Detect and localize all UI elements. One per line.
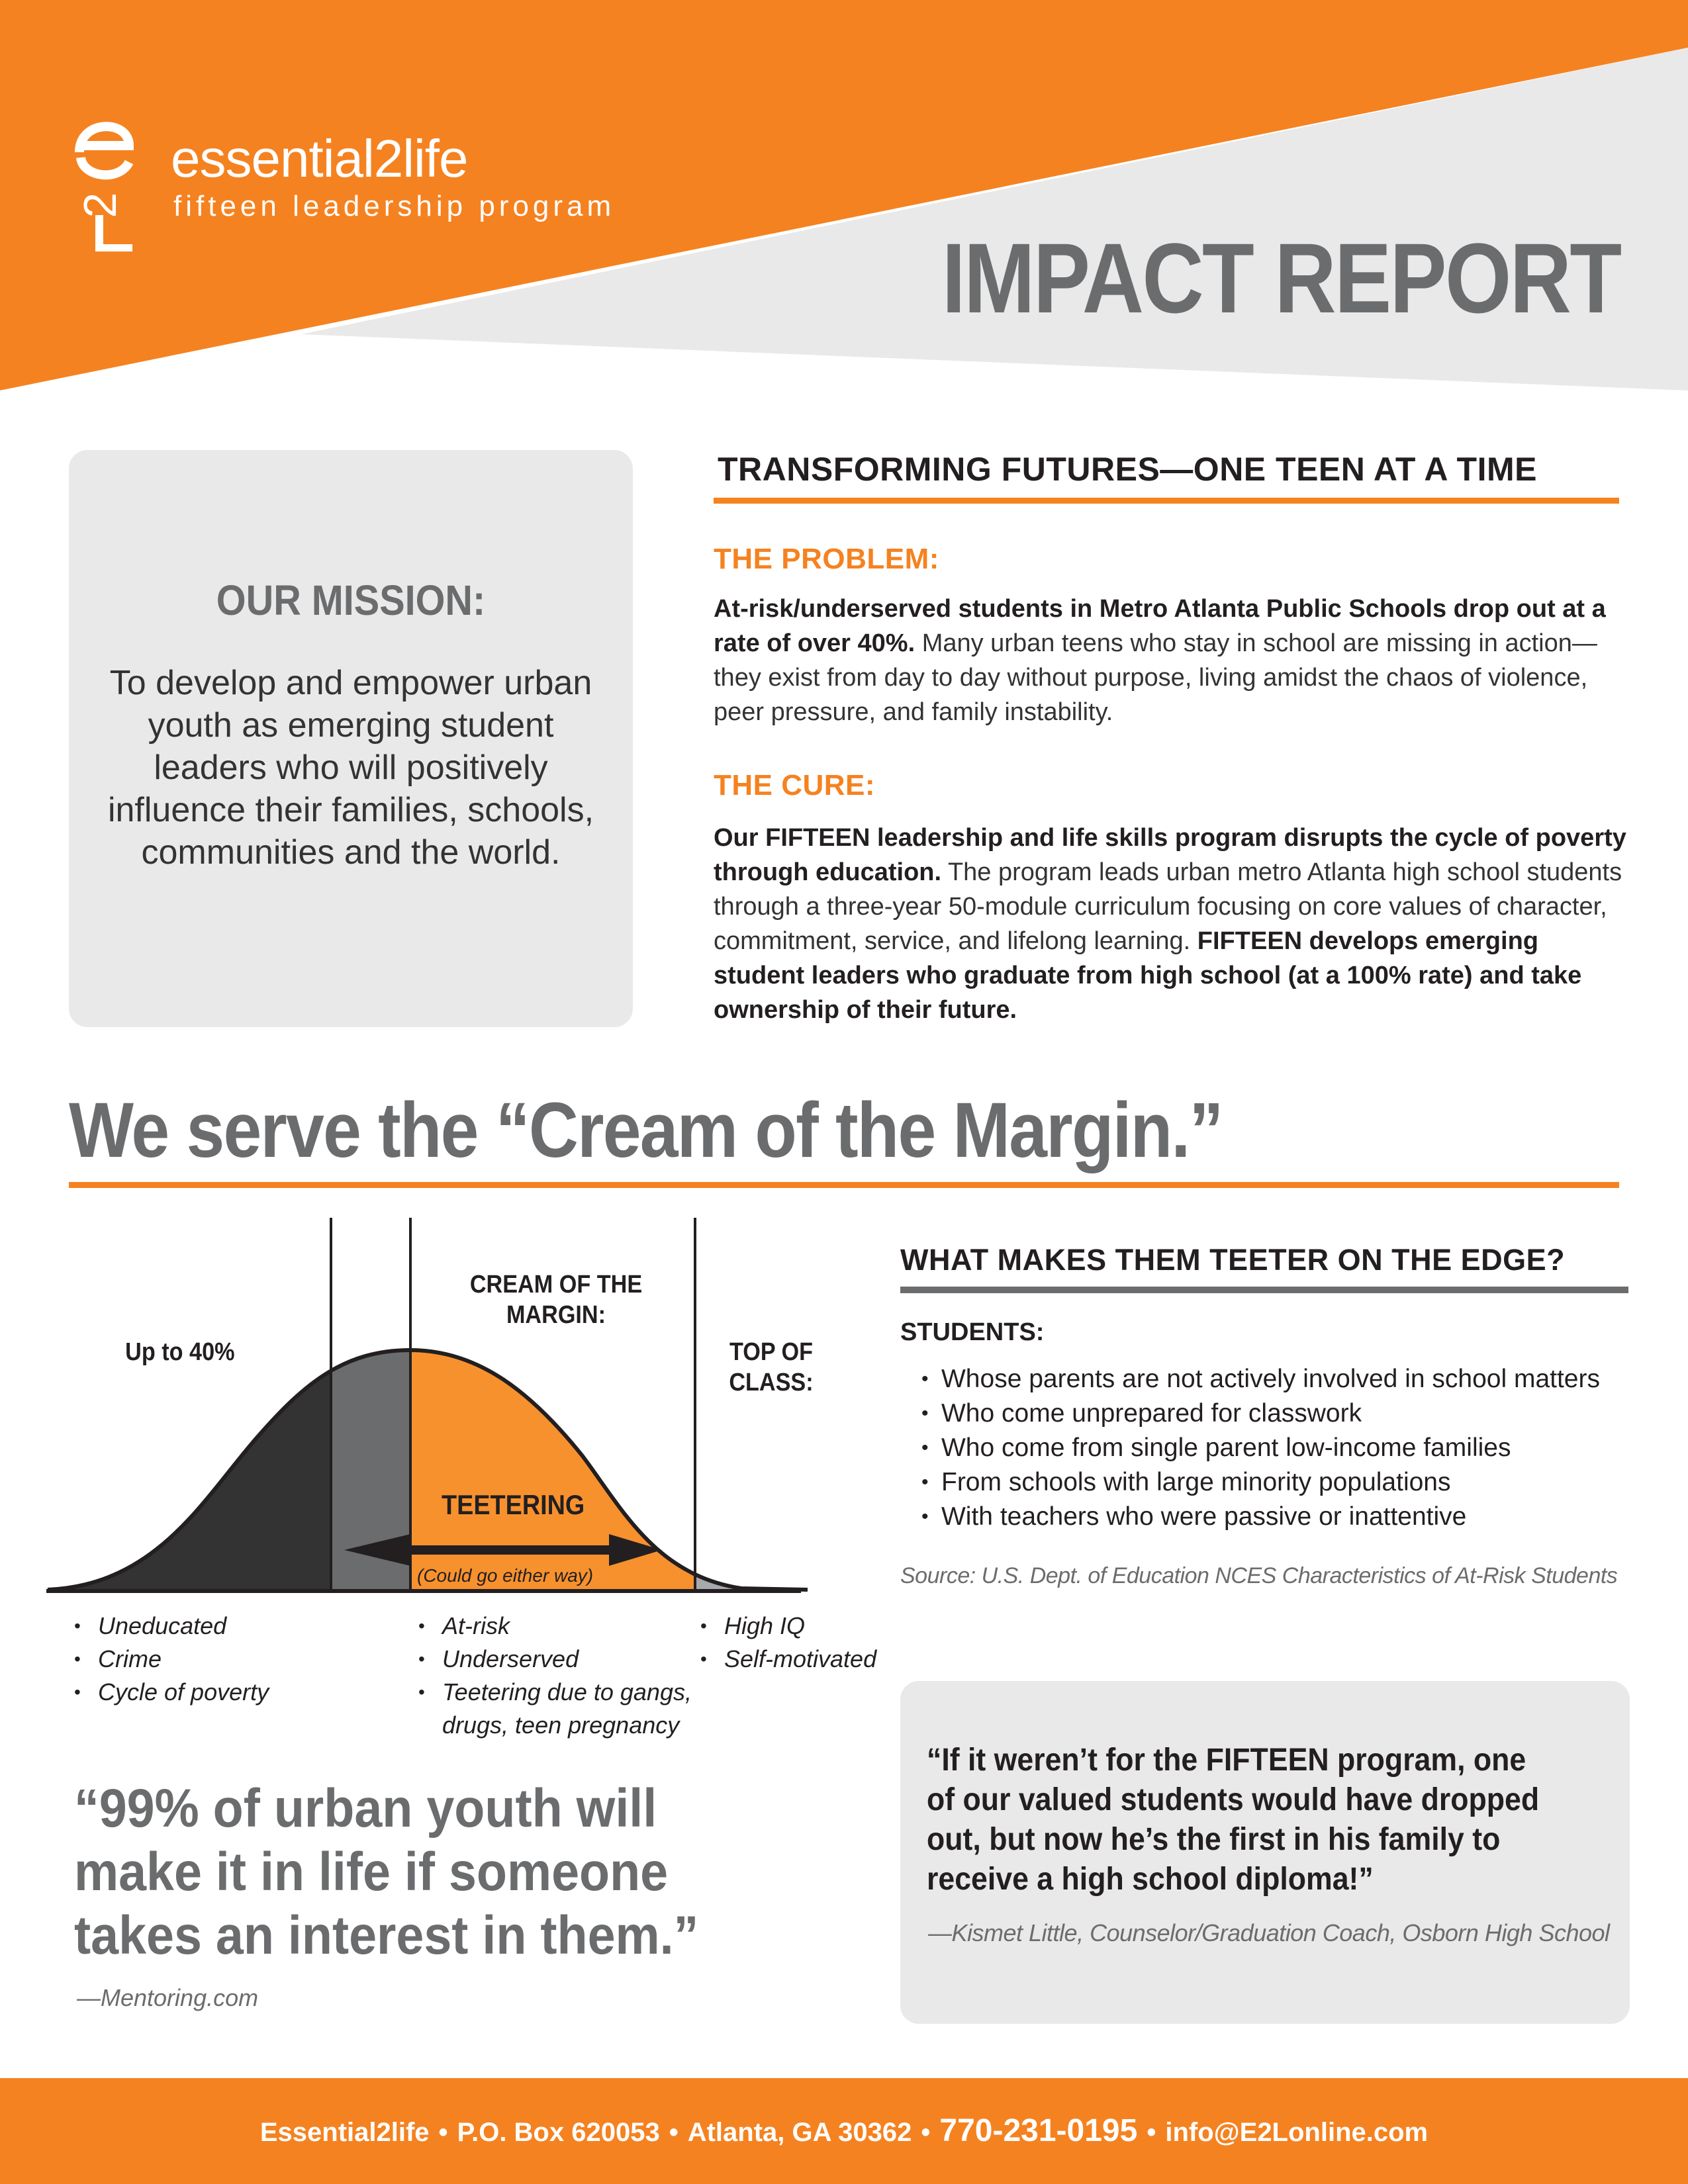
- cure-bold: Our FIFTEEN leadership and life skills p…: [714, 824, 1626, 886]
- teeter-divider: [900, 1287, 1628, 1293]
- list-item: At-risk: [418, 1610, 703, 1643]
- list-item: With teachers who were passive or inatte…: [921, 1500, 1600, 1534]
- cream-headline: We serve the “Cream of the Margin.”: [69, 1087, 1223, 1174]
- footer-city: Atlanta, GA 30362: [687, 2118, 912, 2147]
- footer-org: Essential2life: [259, 2118, 430, 2147]
- brand-name: essential2life: [171, 129, 468, 188]
- transforming-heading: TRANSFORMING FUTURES—ONE TEEN AT A TIME: [718, 451, 1537, 488]
- list-item: Crime: [74, 1643, 269, 1676]
- cream-divider: [69, 1182, 1619, 1188]
- list-item: Self-motivated: [700, 1643, 876, 1676]
- left-bullets: Uneducated Crime Cycle of poverty: [74, 1610, 269, 1709]
- pull-quote: “99% of urban youth will make it in life…: [74, 1778, 699, 1966]
- list-item: Underserved: [418, 1643, 703, 1676]
- center-bullets: At-risk Underserved Teetering due to gan…: [418, 1610, 703, 1742]
- students-list: Whose parents are not actively involved …: [921, 1362, 1600, 1534]
- list-item: Whose parents are not actively involved …: [921, 1362, 1600, 1396]
- problem-bold: At-risk/underserved students in Metro At…: [714, 595, 1606, 657]
- problem-title: THE PROBLEM:: [714, 543, 939, 575]
- list-item: High IQ: [700, 1610, 876, 1643]
- source-citation: Source: U.S. Dept. of Education NCES Cha…: [900, 1563, 1618, 1588]
- list-item: Who come unprepared for classwork: [921, 1396, 1600, 1431]
- footer-contact: Essential2life • P.O. Box 620053 • Atlanta, …: [259, 2113, 1429, 2148]
- brand-subtitle: fifteen leadership program: [173, 190, 616, 222]
- list-item: Uneducated: [74, 1610, 269, 1643]
- label-top-of-class: TOP OF CLASS:: [729, 1338, 814, 1396]
- cure-bold-end: FIFTEEN develops emerging student leader…: [714, 927, 1582, 1024]
- problem-text: Many urban teens who stay in school are …: [714, 629, 1597, 726]
- svg-text:2: 2: [74, 193, 126, 218]
- students-label: STUDENTS:: [900, 1318, 1045, 1346]
- mission-text: To develop and empower urban youth as em…: [107, 664, 594, 872]
- label-cream-of-margin: CREAM OF THE MARGIN:: [469, 1271, 643, 1329]
- list-item: Who come from single parent low-income f…: [921, 1431, 1600, 1465]
- heading-divider: [714, 498, 1619, 504]
- problem-paragraph: At-risk/underserved students in Metro At…: [714, 592, 1627, 729]
- right-bullets: High IQ Self-motivated: [700, 1610, 876, 1676]
- page-title: IMPACT REPORT: [942, 222, 1622, 334]
- mission-box: OUR MISSION: To develop and empower urba…: [69, 450, 633, 1027]
- testimonial-text: “If it weren’t for the FIFTEEN program, …: [927, 1743, 1540, 1897]
- label-either-way: (Could go either way): [417, 1565, 594, 1586]
- cure-paragraph: Our FIFTEEN leadership and life skills p…: [714, 821, 1627, 1027]
- testimonial-box: “If it weren’t for the FIFTEEN program, …: [900, 1681, 1630, 2024]
- teeter-heading: WHAT MAKES THEM TEETER ON THE EDGE?: [900, 1243, 1566, 1277]
- label-teetering: TEETERING: [442, 1489, 585, 1520]
- cure-title: THE CURE:: [714, 769, 876, 801]
- cure-text: The program leads urban metro Atlanta hi…: [714, 858, 1622, 955]
- footer-phone[interactable]: 770-231-0195: [939, 2113, 1138, 2148]
- list-item: From schools with large minority populat…: [921, 1465, 1600, 1500]
- e2l-logo-icon: 2: [74, 122, 134, 251]
- label-up-to-40: Up to 40%: [125, 1338, 235, 1366]
- footer-email[interactable]: info@E2Lonline.com: [1165, 2118, 1429, 2147]
- header-background: [0, 0, 1688, 397]
- pull-quote-source: —Mentoring.com: [77, 1984, 259, 2011]
- footer: Essential2life • P.O. Box 620053 • Atlanta, …: [0, 2078, 1688, 2184]
- list-item: Teetering due to gangs, drugs, teen preg…: [418, 1676, 703, 1742]
- footer-po-box: P.O. Box 620053: [457, 2118, 660, 2147]
- bell-curve-diagram: [46, 1218, 808, 1593]
- testimonial-source: —Kismet Little, Counselor/Graduation Coa…: [928, 1919, 1610, 1946]
- list-item: Cycle of poverty: [74, 1676, 269, 1709]
- mission-title: OUR MISSION:: [216, 576, 486, 624]
